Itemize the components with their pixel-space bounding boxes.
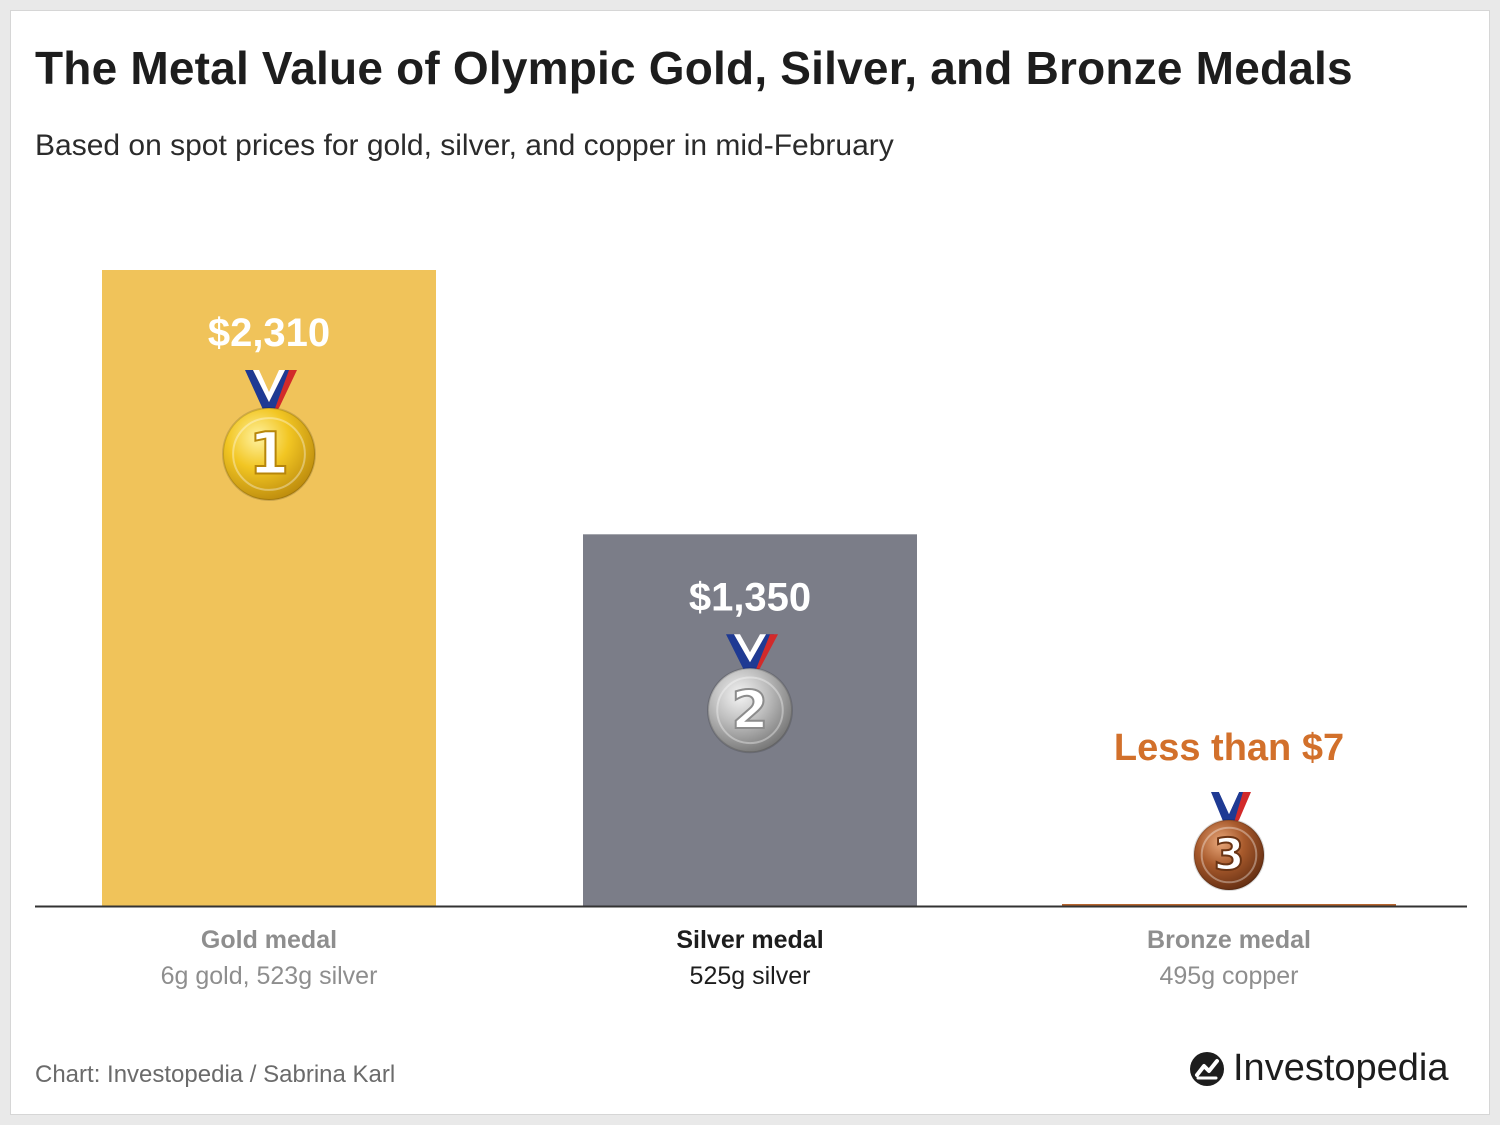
gold-value-label: $2,310	[208, 311, 330, 355]
gold-category-label: Gold medal	[201, 926, 337, 954]
bronze-category-sublabel: 495g copper	[1159, 962, 1298, 990]
bronze-bar	[1062, 904, 1396, 906]
gold-category-sublabel: 6g gold, 523g silver	[161, 962, 378, 990]
chart-credit: Chart: Investopedia / Sabrina Karl	[35, 1061, 396, 1088]
bronze-medal-number: 3	[1214, 830, 1245, 881]
bronze-medal-icon: 3	[1193, 792, 1265, 891]
gold-bar	[102, 270, 436, 906]
bar-chart: $2,310 1 Gold medal 6g gold, 523g silver $1,…	[35, 270, 1467, 990]
bronze-value-label: Less than $7	[1114, 727, 1344, 769]
silver-medal-number: 2	[732, 680, 769, 741]
silver-category-sublabel: 525g silver	[690, 962, 811, 990]
silver-value-label: $1,350	[689, 575, 811, 619]
silver-category-label: Silver medal	[676, 926, 823, 954]
bronze-category-label: Bronze medal	[1147, 926, 1311, 954]
chart-title: The Metal Value of Olympic Gold, Silver,…	[35, 42, 1353, 94]
silver-medal-icon: 2	[707, 634, 793, 754]
chart-card: The Metal Value of Olympic Gold, Silver,…	[10, 10, 1490, 1115]
gold-medal-icon: 1	[222, 370, 316, 501]
investopedia-logo[interactable]: Investopedia	[1189, 1047, 1449, 1090]
logo-text: Investopedia	[1233, 1047, 1449, 1089]
investopedia-logo-icon	[1190, 1051, 1224, 1086]
chart-subtitle: Based on spot prices for gold, silver, a…	[35, 129, 894, 162]
gold-medal-number: 1	[249, 419, 289, 487]
